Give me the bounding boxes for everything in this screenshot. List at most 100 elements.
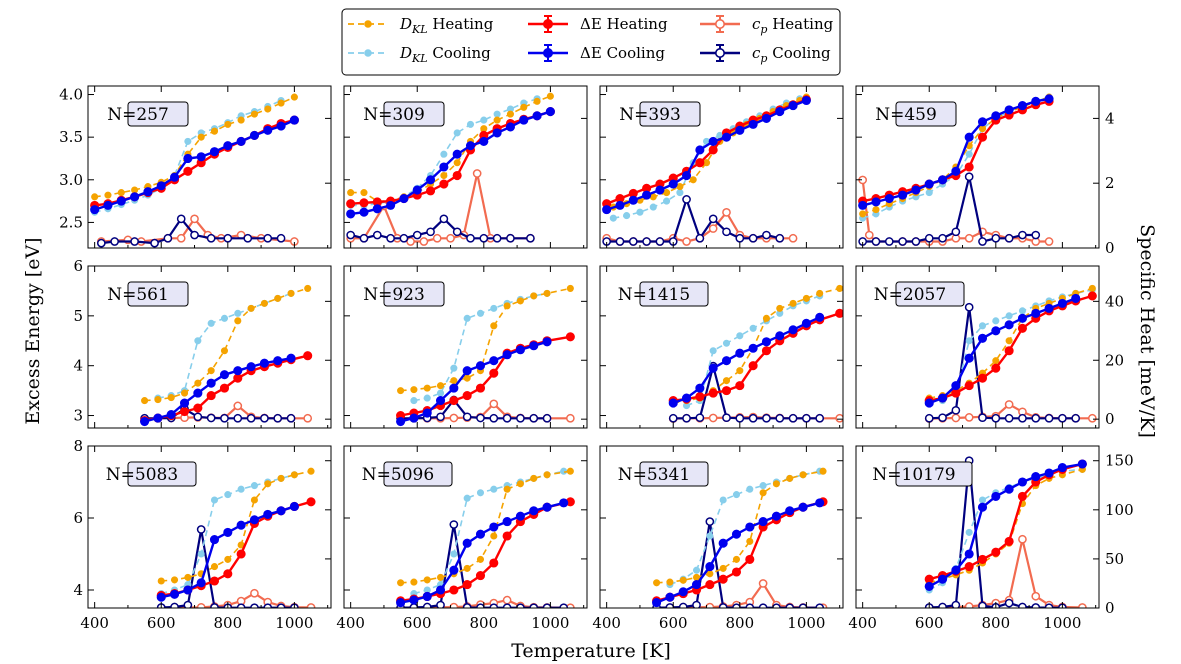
cp-tick-label: 20 [1105, 351, 1124, 369]
x-tick-label: 800 [981, 614, 1010, 632]
data-point [347, 189, 355, 197]
data-point [436, 600, 445, 608]
data-point [412, 185, 422, 195]
data-point [1031, 413, 1041, 423]
data-point [736, 332, 744, 340]
data-point [207, 367, 215, 375]
data-point [209, 576, 220, 586]
plot-area [140, 284, 313, 427]
series-line [144, 357, 292, 423]
panel-frame [343, 85, 588, 249]
data-point [1087, 291, 1097, 301]
panel-size-box [383, 461, 453, 487]
data-point [196, 578, 206, 588]
data-point [759, 489, 767, 497]
data-point [775, 233, 785, 243]
data-point [1017, 323, 1027, 333]
x-tick-label: 400 [848, 614, 877, 632]
data-point [439, 214, 449, 224]
data-point [206, 391, 216, 401]
data-point [802, 413, 811, 423]
data-point [1004, 484, 1014, 494]
data-point [978, 322, 987, 330]
data-point [224, 491, 232, 499]
data-point [884, 237, 894, 246]
legend-marker [542, 47, 553, 58]
cp-tick-label: 150 [1105, 452, 1134, 470]
panel-size-box [383, 281, 445, 307]
data-point [615, 237, 625, 246]
series-cp-cool [396, 395, 552, 423]
data-point [489, 368, 499, 378]
data-point [1005, 312, 1013, 320]
data-point [705, 602, 715, 608]
legend-entry-de-heat: ΔE Heating [528, 15, 668, 33]
data-point [529, 413, 539, 423]
data-point [233, 373, 243, 383]
series-dkl-heat [397, 467, 574, 587]
series-de-cool [156, 501, 299, 602]
data-point [802, 294, 810, 302]
panel-n-2057: 0 20 40 N=2057 [855, 265, 1124, 429]
data-point [602, 205, 612, 215]
data-point [234, 309, 242, 317]
cp-tick-label: 40 [1105, 292, 1124, 310]
data-point [977, 333, 988, 343]
data-point [992, 357, 1000, 365]
panel-size-box [895, 101, 957, 127]
data-point [465, 141, 476, 151]
panel-size-text: N=5096 [362, 465, 434, 485]
data-point [761, 346, 771, 356]
plot-area [346, 92, 555, 246]
series-dkl-heat [397, 284, 574, 395]
data-point [702, 159, 711, 167]
data-point [628, 195, 638, 205]
data-point [466, 120, 475, 128]
data-point [453, 159, 461, 167]
data-point [224, 120, 232, 128]
data-point [260, 413, 269, 423]
data-point [163, 233, 173, 243]
panel-frame [87, 265, 332, 429]
data-point [219, 383, 230, 393]
data-point [1031, 230, 1041, 240]
data-point [965, 150, 973, 158]
data-point [476, 555, 485, 563]
data-point [991, 111, 1001, 121]
data-point [190, 214, 199, 224]
data-point [708, 224, 718, 233]
data-point [964, 602, 974, 608]
data-point [965, 337, 973, 345]
y-tick-label: 3 [73, 407, 83, 425]
data-point [194, 337, 202, 345]
data-point [183, 166, 193, 176]
data-point [1087, 413, 1097, 423]
data-point [992, 317, 1000, 325]
data-point [503, 302, 511, 310]
data-point [515, 511, 525, 521]
legend-marker [714, 18, 725, 29]
series-line [157, 292, 292, 399]
data-point [399, 193, 409, 204]
panel-size-text: N=5083 [106, 465, 178, 485]
data-point [223, 569, 233, 579]
data-point [623, 212, 631, 220]
series-dkl-heat [653, 467, 827, 587]
x-tick-label: 800 [725, 614, 754, 632]
data-point [1017, 477, 1027, 487]
data-point [432, 233, 442, 243]
data-point [463, 494, 471, 502]
data-point [871, 197, 881, 207]
panel-size-label: N=309 [363, 101, 445, 127]
data-point [722, 227, 731, 237]
data-point [462, 366, 472, 376]
data-point [735, 381, 745, 391]
data-point [150, 238, 159, 248]
legend-marker [542, 18, 553, 29]
data-point [1018, 534, 1027, 544]
panel-size-label: N=393 [619, 101, 701, 127]
data-point [472, 169, 482, 178]
x-tick-label: 1000 [531, 614, 569, 632]
data-point [236, 136, 246, 146]
data-point [359, 198, 369, 208]
